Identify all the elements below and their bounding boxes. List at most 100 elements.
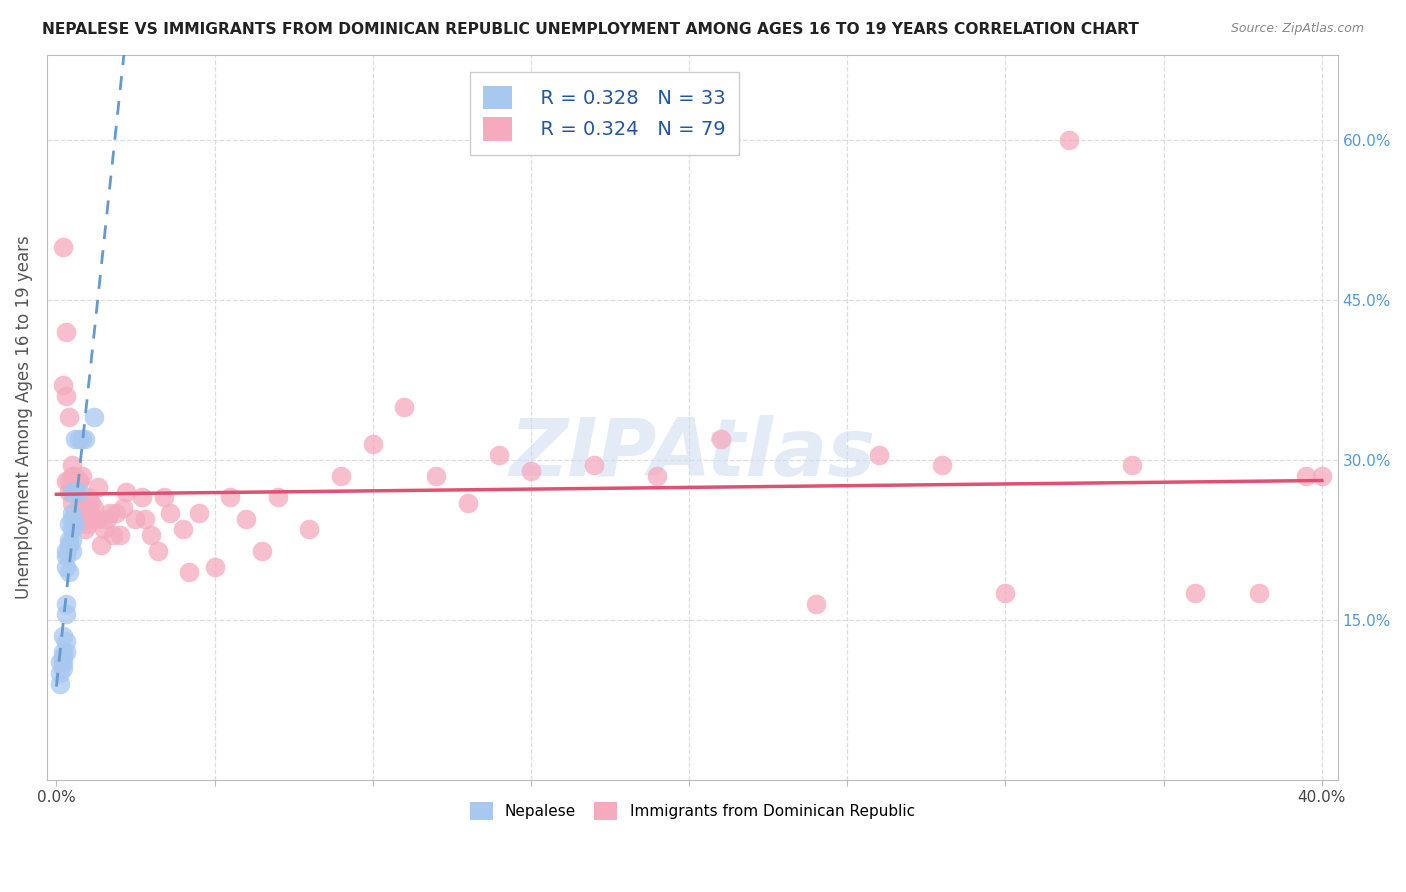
- Point: [488, 448, 510, 462]
- Point: [1310, 469, 1333, 483]
- Point: [1184, 586, 1206, 600]
- Point: [105, 506, 128, 520]
- Point: [65, 511, 87, 525]
- Point: [70, 469, 93, 483]
- Point: [90, 538, 112, 552]
- Point: [65, 469, 87, 483]
- Point: [98, 506, 121, 520]
- Point: [235, 511, 257, 525]
- Point: [108, 527, 131, 541]
- Point: [425, 469, 447, 483]
- Point: [65, 485, 87, 500]
- Text: ZIPAtlas: ZIPAtlas: [509, 415, 876, 492]
- Point: [70, 506, 93, 520]
- Point: [131, 490, 153, 504]
- Point: [73, 432, 96, 446]
- Point: [134, 511, 156, 525]
- Point: [647, 469, 669, 483]
- Point: [67, 516, 90, 531]
- Point: [60, 469, 83, 483]
- Point: [86, 511, 108, 525]
- Point: [60, 506, 83, 520]
- Point: [1247, 586, 1270, 600]
- Point: [73, 511, 96, 525]
- Point: [58, 410, 80, 425]
- Point: [141, 527, 163, 541]
- Point: [73, 522, 96, 536]
- Point: [159, 506, 181, 520]
- Point: [70, 511, 93, 525]
- Point: [86, 480, 108, 494]
- Point: [60, 458, 83, 473]
- Y-axis label: Unemployment Among Ages 16 to 19 years: Unemployment Among Ages 16 to 19 years: [15, 235, 32, 599]
- Point: [73, 500, 96, 515]
- Point: [868, 448, 890, 462]
- Point: [457, 495, 479, 509]
- Point: [520, 464, 543, 478]
- Point: [1121, 458, 1143, 473]
- Legend: Nepalese, Immigrants from Dominican Republic: Nepalese, Immigrants from Dominican Repu…: [464, 796, 921, 826]
- Point: [55, 543, 77, 558]
- Point: [65, 516, 87, 531]
- Point: [60, 522, 83, 536]
- Point: [111, 500, 134, 515]
- Point: [60, 533, 83, 547]
- Point: [77, 490, 100, 504]
- Point: [55, 475, 77, 489]
- Point: [710, 432, 733, 446]
- Point: [67, 475, 90, 489]
- Point: [55, 389, 77, 403]
- Point: [330, 469, 353, 483]
- Point: [994, 586, 1017, 600]
- Point: [52, 645, 75, 659]
- Point: [931, 458, 953, 473]
- Point: [1057, 133, 1080, 147]
- Point: [298, 522, 321, 536]
- Point: [115, 485, 138, 500]
- Text: NEPALESE VS IMMIGRANTS FROM DOMINICAN REPUBLIC UNEMPLOYMENT AMONG AGES 16 TO 19 : NEPALESE VS IMMIGRANTS FROM DOMINICAN RE…: [42, 22, 1139, 37]
- Point: [60, 485, 83, 500]
- Point: [83, 500, 105, 515]
- Point: [52, 240, 75, 254]
- Point: [58, 533, 80, 547]
- Point: [48, 666, 70, 681]
- Point: [58, 516, 80, 531]
- Point: [52, 650, 75, 665]
- Point: [55, 559, 77, 574]
- Point: [67, 475, 90, 489]
- Point: [361, 437, 384, 451]
- Point: [60, 543, 83, 558]
- Point: [58, 538, 80, 552]
- Point: [394, 400, 416, 414]
- Point: [55, 549, 77, 563]
- Point: [83, 410, 105, 425]
- Point: [55, 645, 77, 659]
- Point: [146, 543, 169, 558]
- Point: [60, 485, 83, 500]
- Point: [65, 506, 87, 520]
- Point: [179, 565, 201, 579]
- Point: [52, 378, 75, 392]
- Point: [52, 656, 75, 670]
- Point: [804, 597, 827, 611]
- Point: [60, 511, 83, 525]
- Point: [204, 559, 226, 574]
- Point: [55, 325, 77, 339]
- Point: [1295, 469, 1317, 483]
- Point: [172, 522, 194, 536]
- Point: [52, 629, 75, 643]
- Point: [583, 458, 606, 473]
- Point: [153, 490, 176, 504]
- Point: [124, 511, 146, 525]
- Point: [187, 506, 209, 520]
- Point: [52, 661, 75, 675]
- Point: [55, 597, 77, 611]
- Point: [67, 485, 90, 500]
- Point: [83, 511, 105, 525]
- Point: [58, 475, 80, 489]
- Point: [77, 516, 100, 531]
- Point: [67, 495, 90, 509]
- Point: [65, 432, 87, 446]
- Point: [58, 565, 80, 579]
- Point: [48, 656, 70, 670]
